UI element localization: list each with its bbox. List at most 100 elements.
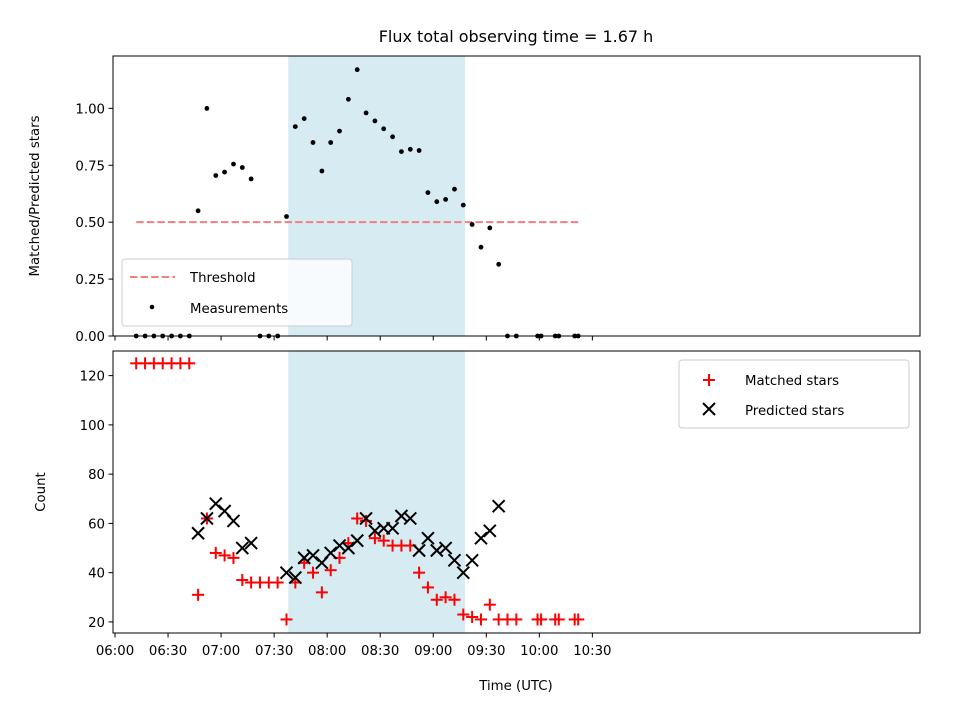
matched-star-point	[209, 546, 222, 559]
count-points	[130, 357, 585, 626]
predicted-star-point	[421, 531, 435, 545]
y-tick-label: 40	[88, 567, 105, 582]
matched-star-point	[430, 593, 443, 606]
predicted-star-point	[297, 551, 311, 565]
x-ticks-top	[114, 336, 593, 341]
matched-star-point	[510, 613, 523, 626]
predicted-star-point	[394, 509, 409, 523]
measurement-point	[443, 197, 448, 202]
y-tick-label: 120	[80, 370, 105, 385]
legend-predicted-swatch	[702, 402, 716, 416]
legend-matched-swatch	[703, 374, 715, 386]
count-panel: 20 40 60 80 100 120 06:00 06:30 07:00 07:30 08:00…	[34, 350, 921, 694]
x-tick-label: 08:30	[361, 644, 399, 659]
matched-star-point	[439, 591, 452, 604]
y-axis-label-bottom: Count	[34, 472, 49, 512]
measurement-point	[328, 140, 334, 145]
measurement-point	[407, 146, 413, 152]
x-tick-label: 08:00	[308, 644, 346, 659]
measurement-point	[346, 96, 351, 102]
predicted-star-point	[474, 531, 488, 545]
y-tick-label: 60	[88, 517, 105, 532]
x-tick-label: 09:30	[467, 644, 505, 659]
x-axis-bottom: 06:00 06:30 07:00 07:30 08:00 08:30 09:00 09:30…	[96, 633, 612, 659]
matched-star-point	[421, 581, 434, 594]
chart-title: Flux total observing time = 1.67 h	[379, 27, 654, 46]
y-tick-label: 20	[88, 616, 105, 631]
predicted-star-point	[209, 496, 223, 511]
predicted-star-point	[191, 526, 205, 540]
predicted-star-point	[306, 548, 320, 563]
x-tick-label: 10:00	[520, 644, 558, 659]
predicted-star-point	[483, 524, 497, 538]
predicted-star-point	[332, 538, 347, 553]
matched-star-point	[448, 593, 461, 606]
measurement-point	[284, 214, 289, 219]
measurement-point	[425, 190, 431, 196]
measurement-point	[319, 168, 325, 174]
measurement-point	[231, 161, 236, 167]
predicted-star-point	[456, 565, 471, 580]
predicted-star-point	[491, 499, 506, 513]
matched-star-point	[572, 613, 585, 626]
predicted-star-point	[226, 514, 241, 528]
measurement-point	[452, 186, 457, 192]
y-tick-label: 0.50	[75, 216, 105, 231]
predicted-star-point	[279, 565, 294, 580]
measurement-point	[372, 118, 378, 124]
predicted-star-point	[288, 570, 303, 585]
y-tick-label: 100	[80, 419, 105, 434]
predicted-star-point	[200, 511, 214, 526]
measurement-point	[390, 134, 395, 140]
matched-star-point	[236, 574, 249, 587]
measurement-point	[487, 225, 493, 231]
legend-measurements-swatch	[149, 304, 155, 310]
matched-star-point	[377, 534, 390, 547]
ratio-panel: Flux total observing time = 1.67 h 0.000…	[28, 27, 921, 345]
measurement-point	[469, 222, 475, 227]
matched-star-point	[552, 613, 565, 626]
matched-star-point	[307, 566, 320, 579]
measurement-point	[416, 148, 422, 153]
matched-star-point	[466, 610, 479, 623]
x-tick-label: 09:00	[414, 644, 452, 659]
x-tick-label: 07:30	[255, 644, 293, 659]
legend-top: Threshold Measurements	[121, 258, 353, 327]
measurement-point	[354, 67, 360, 73]
measurement-point	[213, 173, 219, 178]
matched-star-point	[227, 551, 240, 564]
matched-star-point	[483, 598, 496, 611]
y-axis-bottom: 20 40 60 80 100 120	[80, 370, 113, 631]
predicted-star-point	[465, 553, 479, 568]
predicted-star-point	[447, 553, 462, 568]
matched-star-point	[360, 514, 373, 527]
measurement-point	[381, 126, 387, 132]
y-tick-label: 0.25	[75, 273, 105, 288]
plot-frame-top	[112, 55, 921, 337]
y-tick-label: 80	[88, 468, 105, 483]
matched-star-point	[457, 608, 470, 621]
predicted-star-point	[368, 524, 382, 538]
predicted-star-point	[244, 536, 258, 550]
measurement-point	[337, 128, 342, 134]
predicted-star-point	[341, 541, 356, 555]
measurement-point	[478, 244, 484, 250]
matched-star-point	[218, 549, 231, 562]
shaded-span-bottom	[288, 351, 466, 633]
predicted-star-point	[350, 533, 364, 548]
matched-star-point	[535, 613, 548, 626]
legend-predicted-label: Predicted stars	[745, 404, 844, 419]
x-tick-label: 06:30	[149, 644, 187, 659]
y-tick-label: 0.75	[75, 159, 105, 174]
measurement-point	[434, 199, 440, 205]
legend-matched-label: Matched stars	[745, 374, 839, 389]
predicted-star-point	[385, 521, 400, 536]
legend-measurements-label: Measurements	[190, 302, 288, 317]
matched-star-point	[271, 576, 284, 589]
legend-frame-bottom	[678, 359, 910, 429]
predicted-star-point	[323, 546, 338, 560]
measurement-point	[195, 208, 201, 214]
measurement-point	[248, 176, 254, 182]
matched-star-point	[280, 613, 293, 626]
measurement-point	[301, 116, 307, 121]
